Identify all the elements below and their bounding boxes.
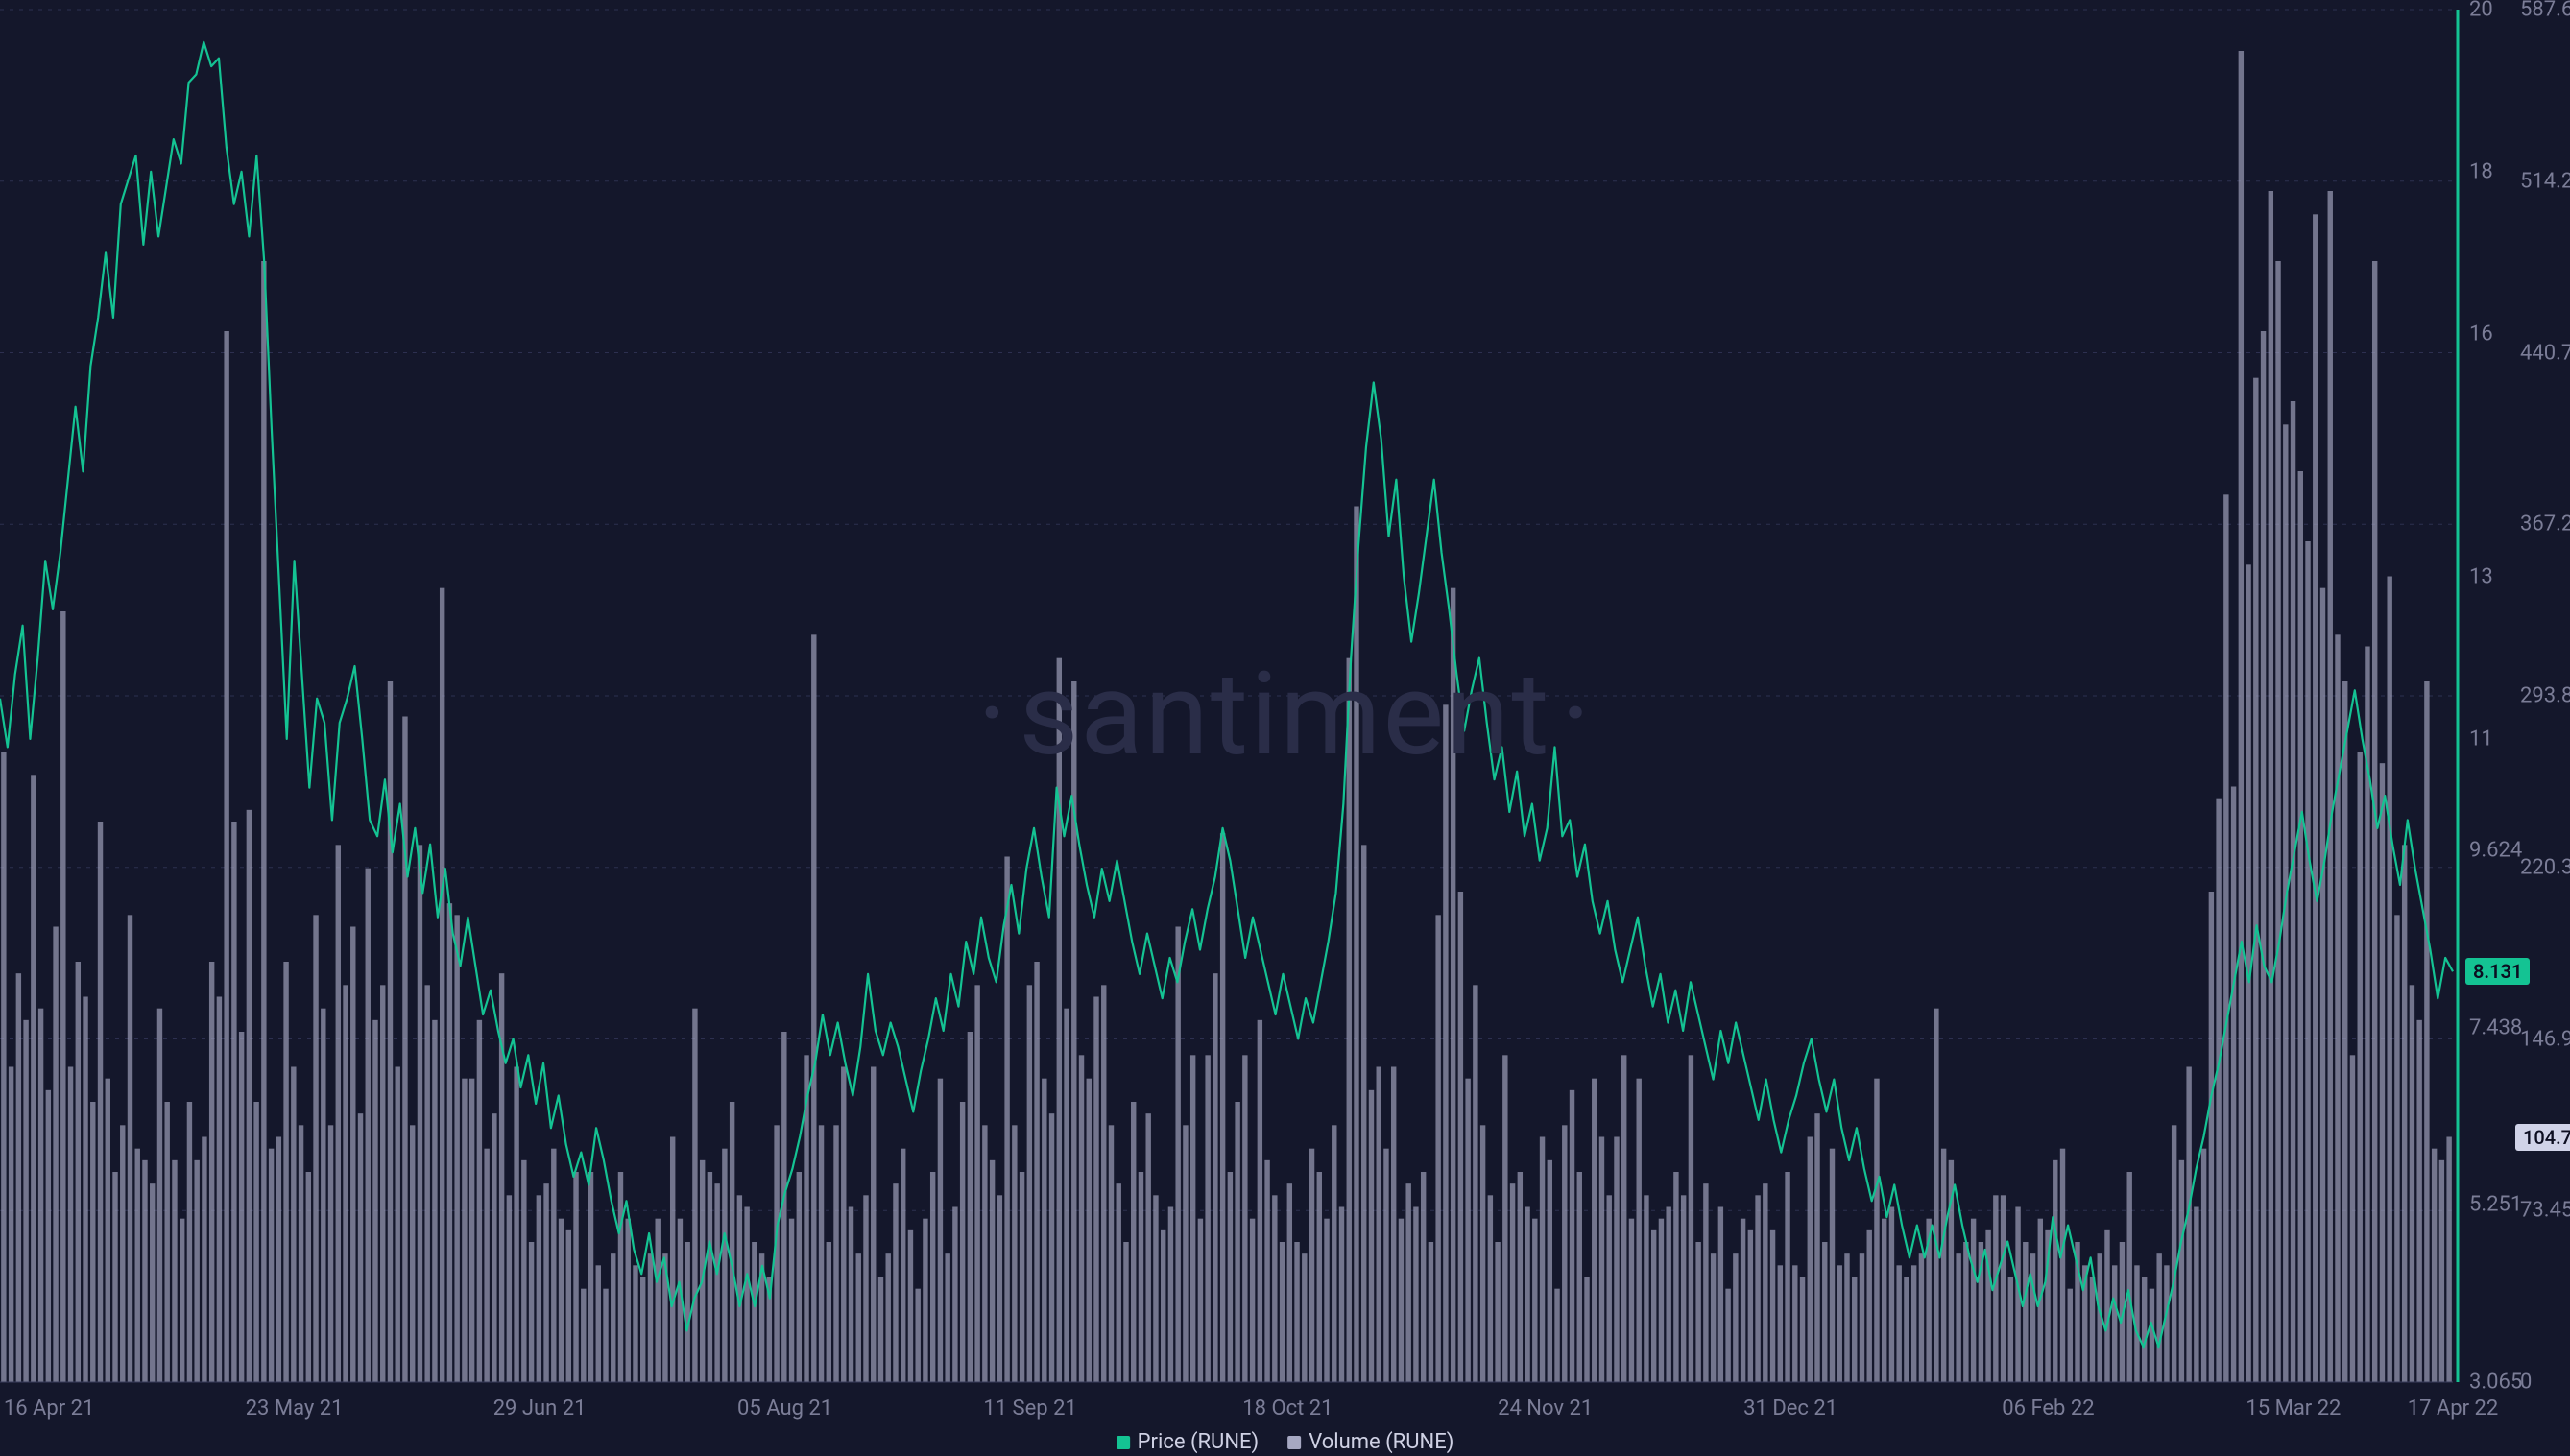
volume-current-badge: 104.73M xyxy=(2515,1124,2570,1151)
x-tick-label: 16 Apr 21 xyxy=(4,1396,95,1420)
price-tick-label: 20 xyxy=(2469,0,2493,22)
volume-tick-label: 514.21M xyxy=(2520,169,2570,193)
volume-tick-label: 146.91M xyxy=(2520,1027,2570,1051)
x-tick-label: 24 Nov 21 xyxy=(1498,1396,1593,1420)
x-tick-label: 18 Oct 21 xyxy=(1242,1396,1333,1420)
x-tick-label: 31 Dec 21 xyxy=(1743,1396,1837,1420)
volume-tick-label: 73.45M xyxy=(2520,1199,2570,1223)
price-tick-label: 13 xyxy=(2469,565,2493,589)
x-tick-label: 11 Sep 21 xyxy=(983,1396,1076,1420)
legend-swatch-price xyxy=(1117,1436,1130,1449)
price-tick-label: 3.065 xyxy=(2469,1371,2522,1395)
chart-container: { "chart": { "type": "line+bar", "waterm… xyxy=(0,0,2570,1456)
x-tick-label: 23 May 21 xyxy=(246,1396,344,1420)
volume-tick-label: 587.67M xyxy=(2520,0,2570,22)
x-axis-labels: 16 Apr 21 23 May 21 29 Jun 21 05 Aug 21 11 S… xyxy=(0,1396,2570,1435)
volume-tick-label: 367.29M xyxy=(2520,513,2570,537)
legend: Price (RUNE) Volume (RUNE) xyxy=(1117,1430,1454,1454)
price-tick-label: 11 xyxy=(2469,727,2493,751)
price-tick-label: 18 xyxy=(2469,159,2493,183)
price-current-badge: 8.131 xyxy=(2465,958,2530,985)
volume-tick-label: 220.37M xyxy=(2520,855,2570,879)
price-tick-label: 16 xyxy=(2469,322,2493,346)
price-tick-label: 5.251 xyxy=(2469,1193,2522,1217)
x-tick-label: 05 Aug 21 xyxy=(737,1396,832,1420)
volume-tick-label: 293.83M xyxy=(2520,684,2570,708)
price-tick-label: 7.438 xyxy=(2469,1015,2522,1039)
volume-tick-label: 0 xyxy=(2520,1371,2532,1395)
legend-swatch-volume xyxy=(1287,1436,1301,1449)
x-tick-label: 15 Mar 22 xyxy=(2246,1396,2341,1420)
x-tick-label: 29 Jun 21 xyxy=(493,1396,587,1420)
x-tick-label: 06 Feb 22 xyxy=(2002,1396,2094,1420)
legend-label-volume: Volume (RUNE) xyxy=(1309,1430,1453,1454)
volume-tick-label: 440.75M xyxy=(2520,341,2570,365)
chart-svg[interactable] xyxy=(0,0,2570,1411)
legend-label-price: Price (RUNE) xyxy=(1138,1430,1260,1454)
legend-item-volume[interactable]: Volume (RUNE) xyxy=(1287,1430,1453,1454)
legend-item-price[interactable]: Price (RUNE) xyxy=(1117,1430,1260,1454)
x-tick-label: 17 Apr 22 xyxy=(2408,1396,2499,1420)
price-tick-label: 9.624 xyxy=(2469,839,2522,863)
